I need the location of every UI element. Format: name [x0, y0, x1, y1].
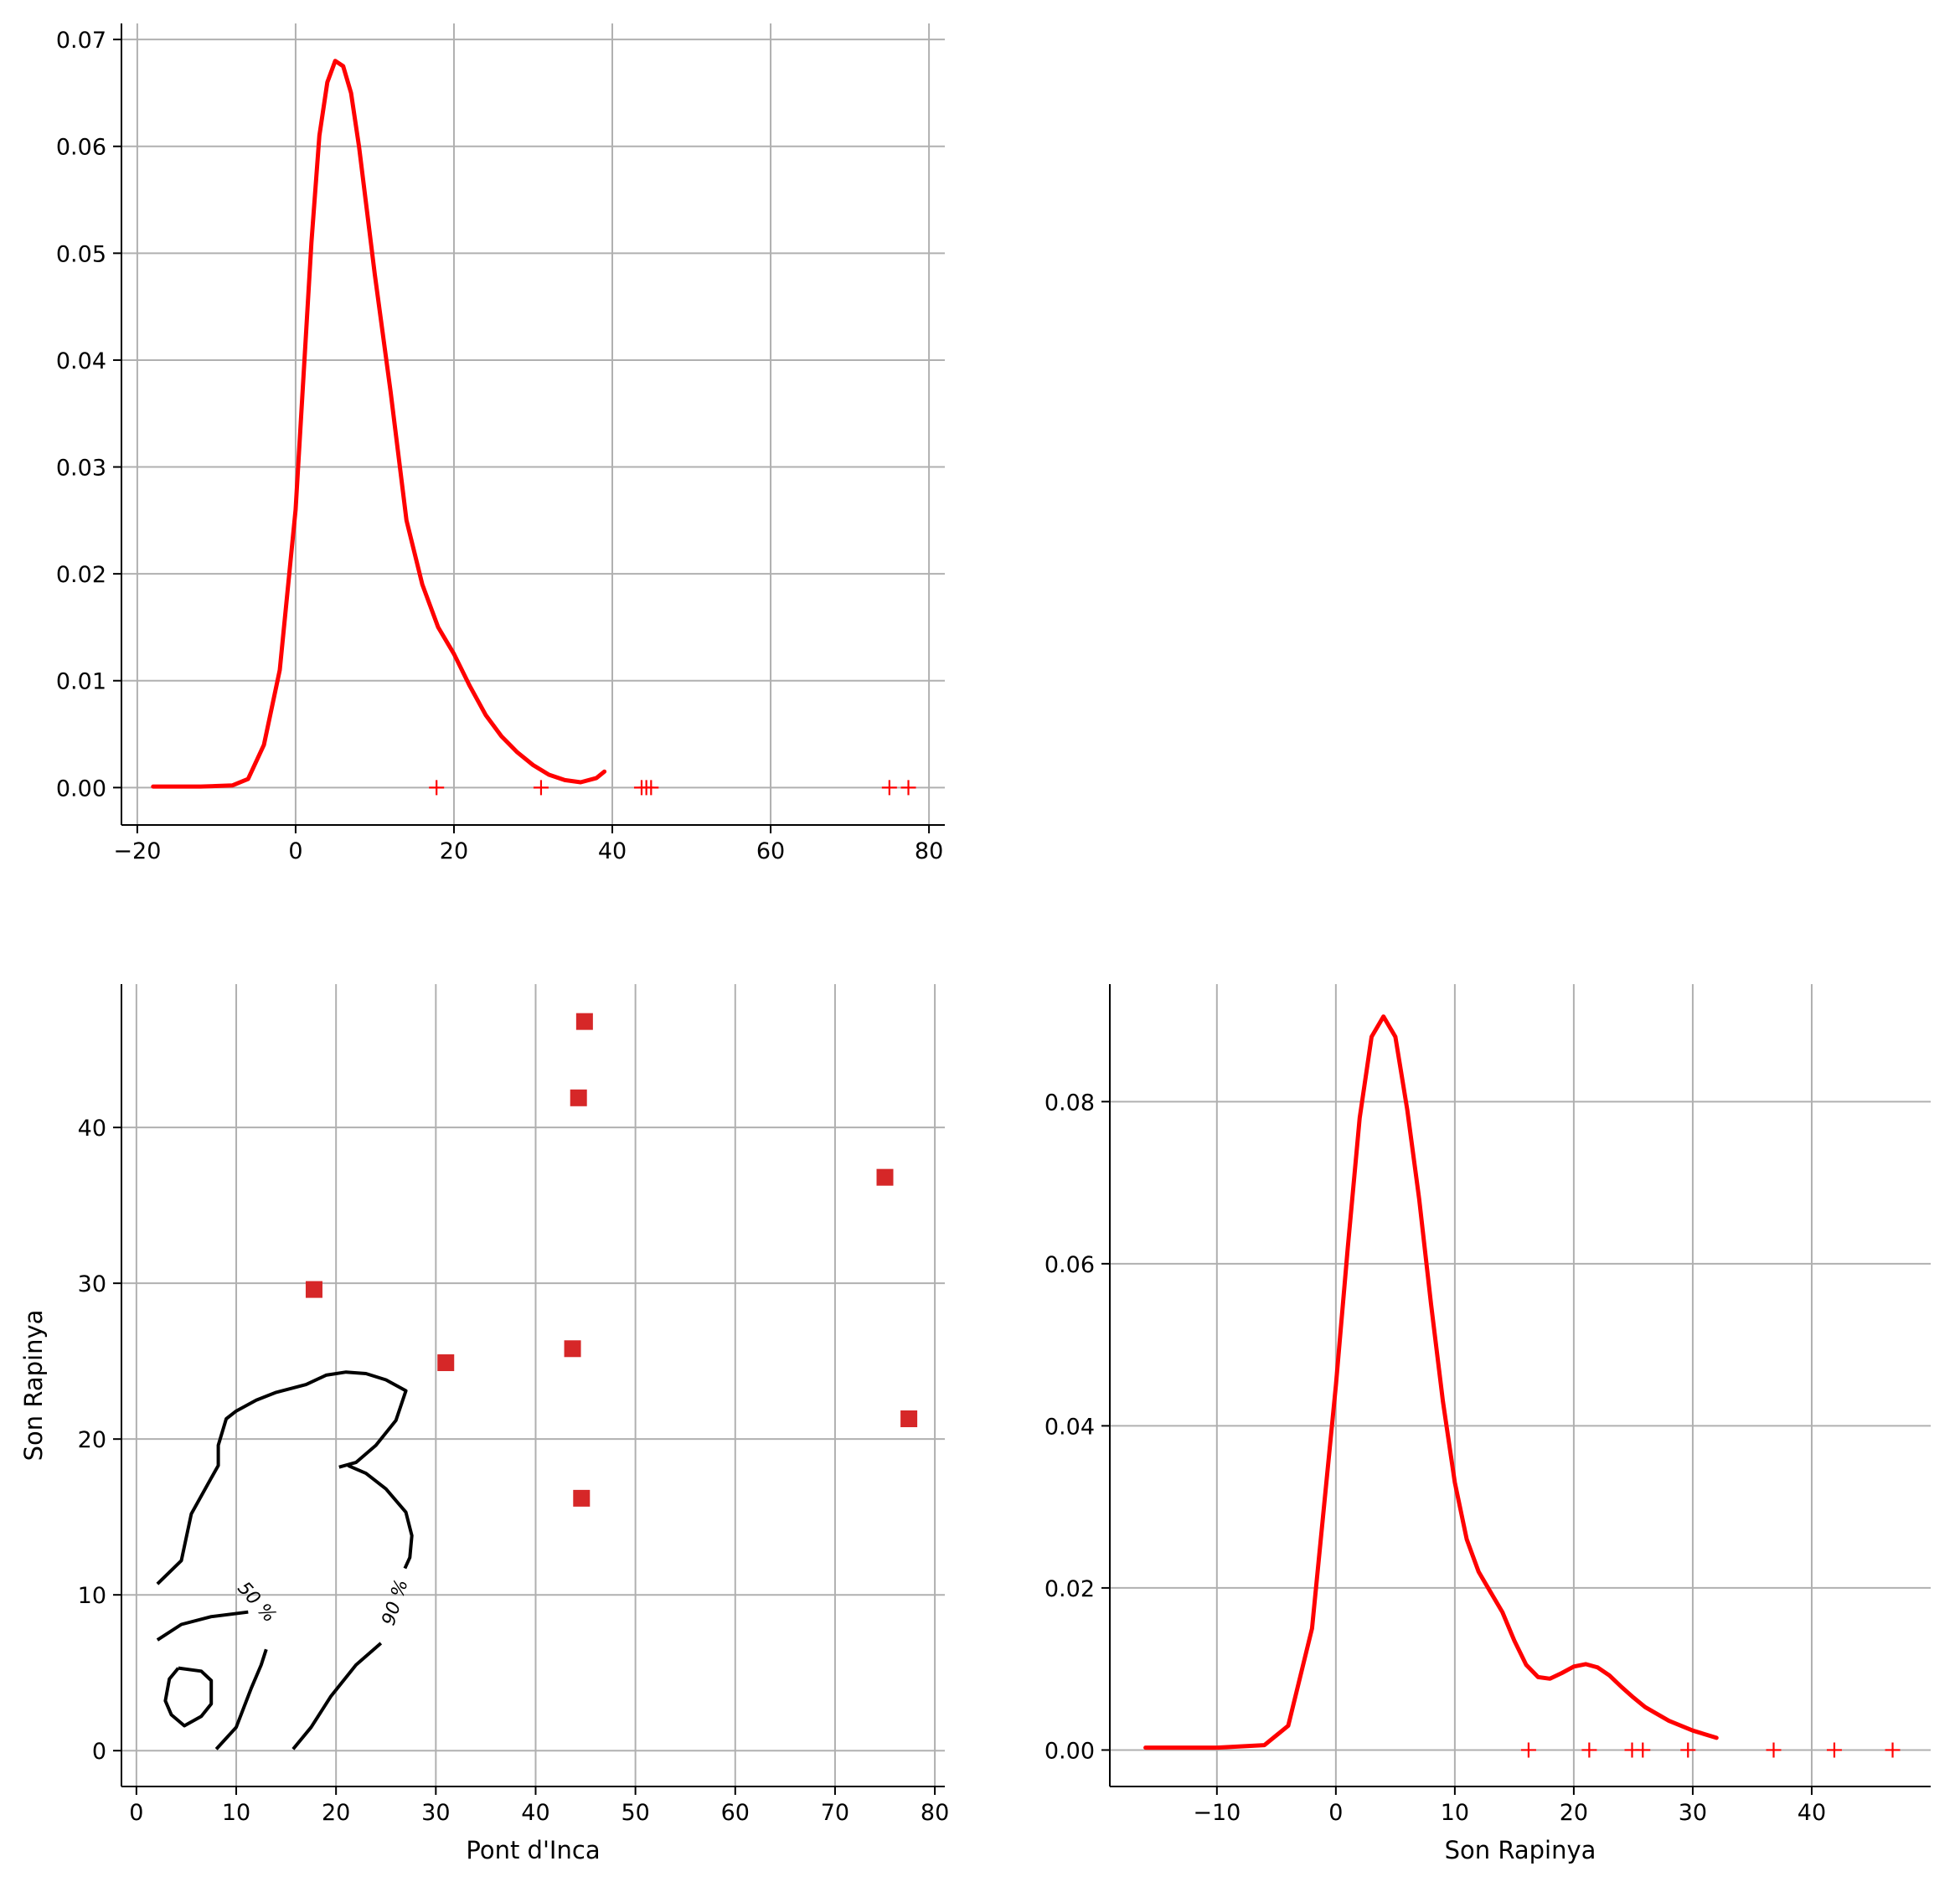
x-tick-label: 70: [821, 1800, 849, 1826]
scatter-point: [900, 1410, 918, 1427]
kde-line: [151, 59, 607, 789]
y-tick-label: 0.06: [1044, 1252, 1095, 1278]
kde-line: [1143, 1014, 1719, 1750]
y-tick-label: 20: [78, 1427, 106, 1453]
x-axis-label: Pont d'Inca: [466, 1836, 600, 1864]
scatter-point: [564, 1340, 581, 1358]
y-tick-label: 10: [78, 1583, 106, 1609]
rug-marker: [429, 780, 445, 796]
y-tick-label: 40: [78, 1116, 106, 1142]
x-tick-label: 0: [129, 1800, 143, 1826]
rug-marker: [1581, 1742, 1597, 1758]
x-tick-label: 80: [915, 838, 943, 864]
scatter-point: [570, 1089, 587, 1106]
x-tick-label: 40: [598, 838, 627, 864]
x-tick-label: 40: [521, 1800, 549, 1826]
contour-50-line: [214, 1648, 268, 1750]
x-tick-label: 0: [288, 838, 302, 864]
scatter-point: [573, 1489, 591, 1507]
rug-marker: [1635, 1742, 1651, 1758]
y-tick-label: 0.04: [56, 348, 106, 374]
y-tick-label: 0.03: [56, 456, 106, 482]
rug-marker: [1680, 1742, 1696, 1758]
rug-marker: [1885, 1742, 1901, 1758]
x-tick-label: 40: [1798, 1800, 1826, 1826]
x-tick-label: 20: [1560, 1800, 1588, 1826]
contour-90-line: [291, 1642, 383, 1750]
y-axis-label: Son Rapinya: [19, 1310, 48, 1462]
y-tick-label: 0.07: [56, 28, 106, 54]
y-tick-label: 0.02: [1044, 1576, 1095, 1602]
y-tick-label: 0.00: [1044, 1738, 1095, 1764]
y-tick-label: 0.05: [56, 241, 106, 267]
scatter-contour-panel: 50 % 90 % 0 10 20 30 40 50 60 70 80 0 10 20 30 40 Pont d…: [19, 984, 949, 1864]
contour-90-line: [156, 1370, 408, 1585]
x-tick-label: 60: [756, 838, 785, 864]
x-axis-label: Son Rapinya: [1445, 1836, 1596, 1864]
x-tick-label: −20: [113, 838, 161, 864]
contour-50-line: [156, 1610, 249, 1642]
contour-90-line: [347, 1463, 414, 1570]
scatter-point: [575, 1013, 593, 1030]
x-tick-label: 80: [921, 1800, 949, 1826]
rug-marker: [533, 780, 549, 796]
kde-top-left-panel: −20 0 20 40 60 80 0.00 0.01 0.02 0.03 0.04 0.05 0.06…: [56, 23, 945, 864]
scatter-point: [305, 1281, 322, 1298]
x-tick-label: 10: [222, 1800, 250, 1826]
scatter-point: [876, 1168, 894, 1186]
x-tick-label: −10: [1193, 1800, 1240, 1826]
y-tick-label: 0: [92, 1739, 106, 1765]
rug-marker: [881, 780, 897, 796]
x-tick-label: 20: [440, 838, 468, 864]
y-tick-label: 0.08: [1044, 1090, 1095, 1116]
x-tick-label: 10: [1441, 1800, 1469, 1826]
x-tick-label: 30: [1679, 1800, 1707, 1826]
x-tick-label: 0: [1328, 1800, 1343, 1826]
y-tick-label: 0.02: [56, 562, 106, 588]
y-tick-label: 0.01: [56, 669, 106, 695]
contour-50-line: [163, 1666, 214, 1728]
y-tick-label: 30: [78, 1271, 106, 1297]
y-tick-label: 0.00: [56, 776, 106, 802]
rug-marker: [1520, 1742, 1536, 1758]
rug-marker: [1766, 1742, 1782, 1758]
contour-90-label: 90 %: [379, 1577, 413, 1628]
x-tick-label: 20: [322, 1800, 350, 1826]
x-tick-label: 60: [721, 1800, 750, 1826]
rug-marker: [643, 780, 659, 796]
contour-50-label: 50 %: [233, 1578, 280, 1627]
scatter-point: [437, 1354, 455, 1372]
x-tick-label: 30: [421, 1800, 450, 1826]
rug-marker: [1826, 1742, 1842, 1758]
rug-marker: [900, 780, 916, 796]
y-tick-label: 0.04: [1044, 1414, 1095, 1440]
x-tick-label: 50: [621, 1800, 649, 1826]
kde-bottom-right-panel: −10 0 10 20 30 40 0.00 0.02 0.04 0.06 0.08 Son Rapi…: [1044, 984, 1931, 1864]
y-tick-label: 0.06: [56, 135, 106, 161]
